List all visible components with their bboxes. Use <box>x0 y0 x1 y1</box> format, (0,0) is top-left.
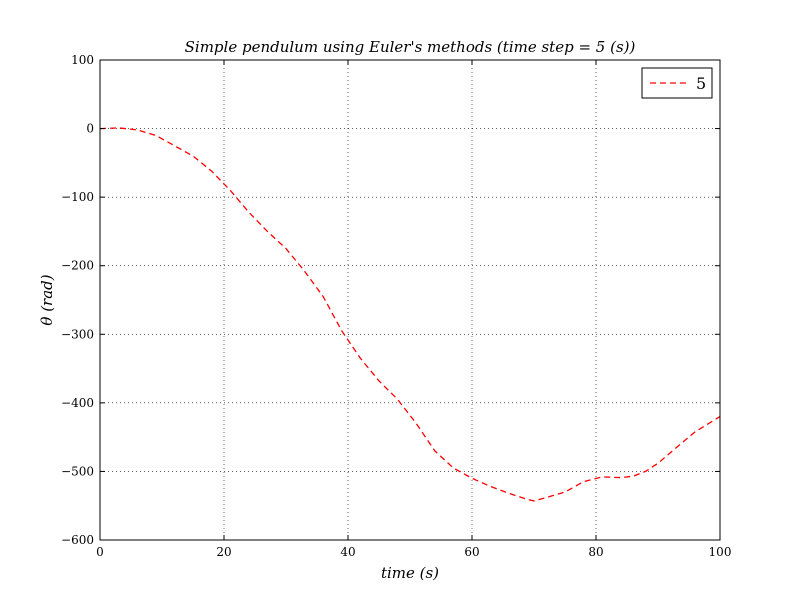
x-tick-label: 40 <box>340 545 355 559</box>
x-tick-label: 80 <box>588 545 603 559</box>
y-tick-label: 0 <box>86 122 94 136</box>
y-tick-label: −400 <box>61 396 94 410</box>
chart-title: Simple pendulum using Euler's methods (t… <box>185 38 636 56</box>
x-tick-label: 60 <box>464 545 479 559</box>
legend-label-series-5: 5 <box>696 74 706 93</box>
x-tick-label: 20 <box>216 545 231 559</box>
y-tick-label: −100 <box>61 190 94 204</box>
ticks: 0 20 40 60 80 100 100 0 −100 −200 −300 −400 −500 −600 <box>61 53 731 559</box>
legend-box <box>641 67 713 99</box>
y-tick-label: −300 <box>61 327 94 341</box>
plot-frame <box>99 59 721 541</box>
x-tick-label: 100 <box>709 545 732 559</box>
legend: 5 <box>641 67 713 99</box>
x-tick-label: 0 <box>96 545 104 559</box>
y-tick-label: 100 <box>71 53 94 67</box>
y-tick-label: −600 <box>61 533 94 547</box>
y-axis-label: θ (rad) <box>38 274 56 325</box>
y-tick-label: −500 <box>61 464 94 478</box>
y-tick-label: −200 <box>61 259 94 273</box>
x-axis-label: time (s) <box>381 564 439 582</box>
